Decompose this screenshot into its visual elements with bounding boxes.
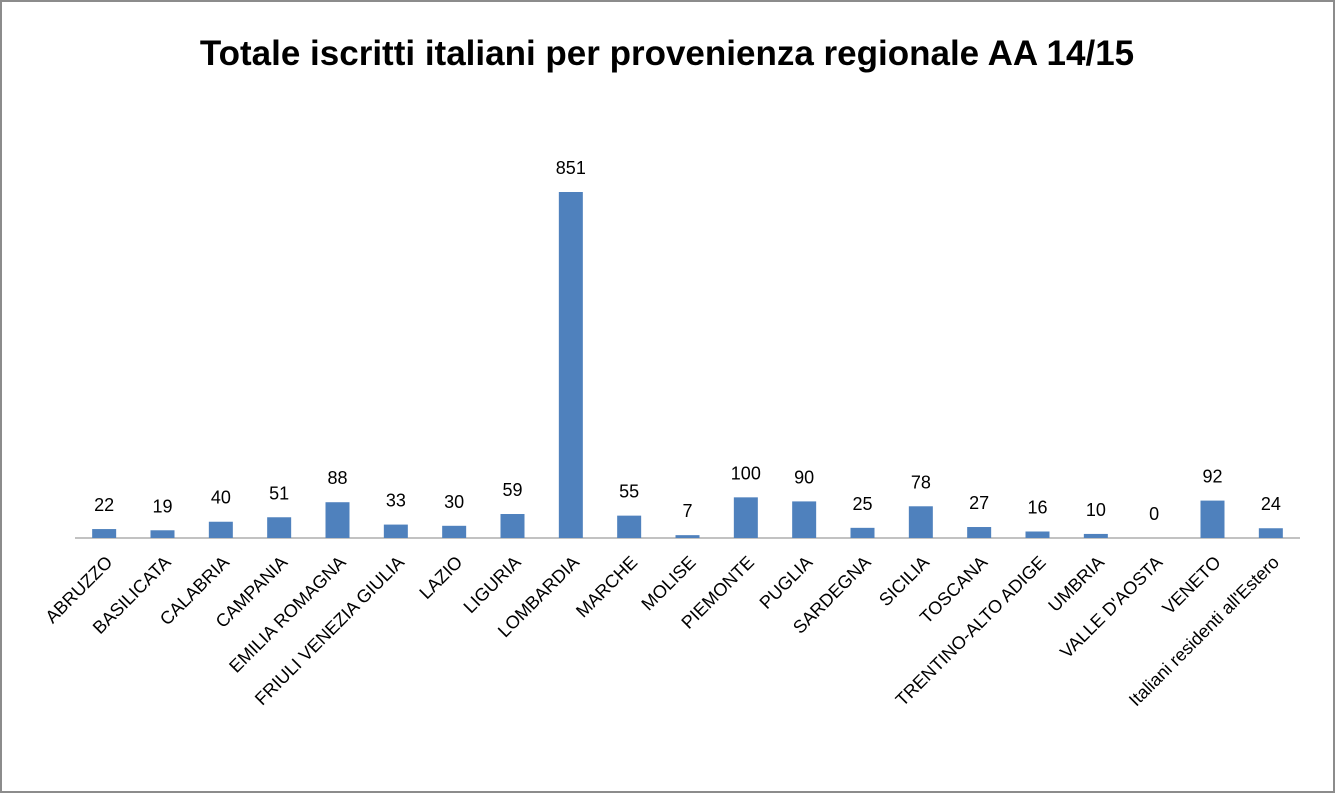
data-label: 25: [852, 494, 872, 514]
bar: [150, 530, 175, 538]
bar: [1083, 533, 1108, 538]
bar: [617, 515, 642, 538]
data-label: 40: [211, 488, 231, 508]
data-label: 92: [1202, 467, 1222, 487]
data-label: 33: [386, 491, 406, 511]
bar: [1258, 528, 1283, 538]
x-tick-label: VALLE D'AOSTA: [1056, 552, 1166, 662]
bar: [1025, 531, 1050, 538]
bar: [558, 192, 583, 538]
data-label: 55: [619, 482, 639, 502]
data-label: 16: [1027, 497, 1047, 517]
data-label: 27: [969, 493, 989, 513]
data-label: 78: [911, 472, 931, 492]
data-label: 90: [794, 467, 814, 487]
bar: [325, 502, 350, 538]
bar: [383, 524, 408, 538]
bar: [1200, 500, 1225, 538]
x-tick-label: LAZIO: [415, 552, 466, 603]
bar: [733, 497, 758, 538]
bar: [850, 527, 875, 538]
bar: [208, 521, 233, 538]
bar: [500, 514, 525, 538]
data-label: 88: [327, 468, 347, 488]
bar: [792, 501, 817, 538]
data-label: 59: [502, 480, 522, 500]
data-label: 51: [269, 483, 289, 503]
bar: [92, 529, 117, 538]
chart-title: Totale iscritti italiani per provenienza…: [199, 34, 1135, 73]
x-tick-label: MARCHE: [572, 552, 641, 621]
data-label: 100: [731, 463, 761, 483]
data-label: 24: [1261, 494, 1281, 514]
data-label: 0: [1149, 504, 1159, 524]
bar: [908, 506, 933, 538]
data-label: 22: [94, 495, 114, 515]
bar: [442, 525, 467, 538]
data-label: 30: [444, 492, 464, 512]
data-label: 10: [1086, 500, 1106, 520]
x-tick-label: SICILIA: [875, 552, 933, 610]
bar: [675, 535, 700, 538]
x-tick-label: PUGLIA: [756, 552, 817, 613]
bar: [967, 527, 992, 538]
data-label: 7: [682, 501, 692, 521]
bar: [267, 517, 292, 538]
data-label: 19: [152, 496, 172, 516]
data-label: 851: [556, 158, 586, 178]
